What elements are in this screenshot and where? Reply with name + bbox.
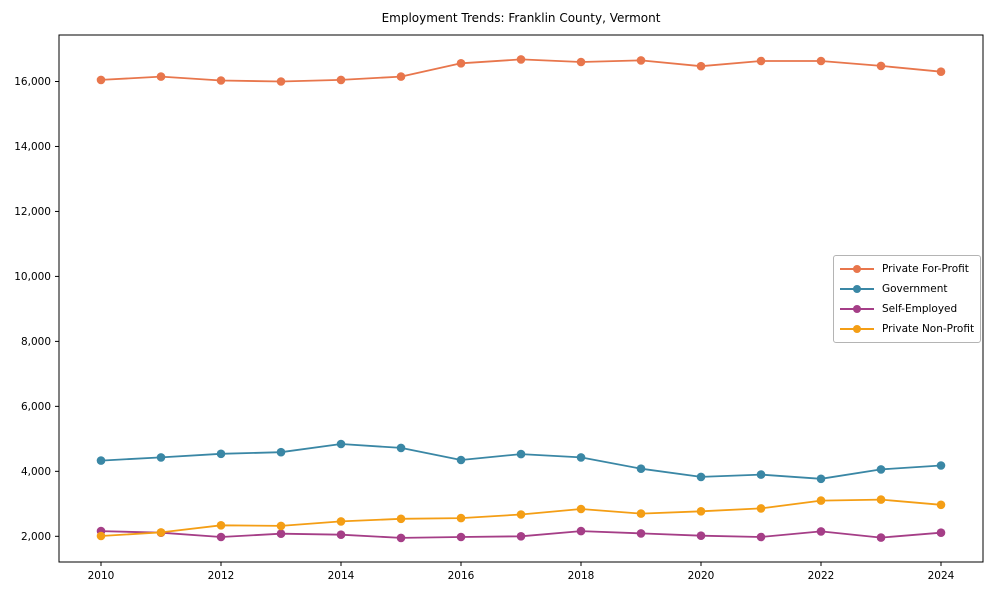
data-point-self-employed [336, 530, 346, 539]
x-tick-label: 2022 [808, 570, 835, 582]
data-point-self-employed [456, 532, 466, 542]
y-tick-label: 10,000 [14, 271, 51, 283]
data-point-government [936, 461, 946, 470]
data-point-private-non-profit [396, 514, 406, 524]
x-tick-label: 2010 [88, 570, 115, 582]
x-tick-label: 2012 [208, 570, 235, 582]
x-tick-label: 2020 [688, 570, 715, 582]
data-point-government [276, 447, 286, 457]
data-point-private-for-profit [876, 61, 886, 71]
data-point-self-employed [276, 529, 286, 538]
data-point-government [876, 465, 886, 474]
y-tick-label: 2,000 [21, 531, 51, 543]
plot-border [58, 34, 984, 563]
legend-label: Self-Employed [882, 303, 958, 315]
data-point-private-non-profit [936, 500, 946, 510]
data-point-government [576, 453, 586, 462]
x-tick-label: 2024 [928, 570, 955, 582]
data-point-private-non-profit [216, 521, 226, 530]
data-point-private-for-profit [336, 75, 346, 85]
data-point-private-non-profit [96, 531, 106, 541]
legend-label: Private For-Profit [882, 263, 969, 275]
data-point-private-non-profit [576, 504, 586, 514]
data-point-government [96, 456, 106, 465]
data-point-private-for-profit [396, 72, 406, 81]
data-point-private-for-profit [636, 56, 646, 65]
legend-marker-icon [840, 284, 874, 294]
data-point-private-non-profit [696, 507, 706, 516]
data-point-self-employed [216, 532, 226, 542]
data-point-government [696, 472, 706, 482]
series-line-government [100, 443, 942, 480]
data-point-private-for-profit [816, 56, 826, 66]
data-point-self-employed [516, 532, 526, 541]
legend-marker-icon [840, 324, 874, 334]
data-point-private-for-profit [576, 57, 586, 67]
data-point-private-non-profit [336, 517, 346, 526]
data-point-government [816, 474, 826, 484]
y-tick-label: 8,000 [21, 336, 51, 348]
data-point-self-employed [396, 533, 406, 543]
data-point-private-non-profit [756, 504, 766, 513]
legend-item-government: Government [840, 279, 974, 299]
data-point-government [156, 453, 166, 462]
data-point-private-for-profit [456, 59, 466, 68]
data-point-government [396, 443, 406, 453]
legend-marker-icon [840, 304, 874, 314]
x-tick-label: 2014 [328, 570, 355, 582]
data-point-private-non-profit [276, 521, 286, 531]
x-tick-label: 2016 [448, 570, 475, 582]
data-point-self-employed [696, 531, 706, 540]
data-point-self-employed [936, 528, 946, 537]
data-point-government [456, 455, 466, 465]
data-point-government [636, 464, 646, 474]
legend-item-self-employed: Self-Employed [840, 299, 974, 319]
data-point-private-for-profit [936, 67, 946, 76]
data-point-self-employed [636, 529, 646, 538]
data-point-self-employed [756, 532, 766, 542]
chart-title: Employment Trends: Franklin County, Verm… [381, 11, 661, 25]
data-point-self-employed [876, 533, 886, 542]
y-tick-label: 6,000 [21, 401, 51, 413]
data-point-government [516, 449, 526, 459]
data-point-private-for-profit [696, 61, 706, 71]
legend-label: Government [882, 283, 948, 295]
data-point-private-for-profit [216, 76, 226, 85]
legend-item-private-non-profit: Private Non-Profit [840, 319, 974, 339]
data-point-private-non-profit [876, 495, 886, 504]
y-tick-label: 4,000 [21, 466, 51, 478]
data-point-private-non-profit [816, 496, 826, 505]
data-point-private-for-profit [156, 72, 166, 81]
legend-item-private-for-profit: Private For-Profit [840, 259, 974, 279]
y-tick-label: 12,000 [14, 206, 51, 218]
data-point-self-employed [816, 527, 826, 536]
data-point-private-for-profit [516, 55, 526, 64]
data-point-government [336, 439, 346, 449]
legend-label: Private Non-Profit [882, 323, 975, 335]
data-point-self-employed [576, 526, 586, 536]
y-tick-label: 16,000 [14, 76, 51, 88]
data-point-government [216, 449, 226, 459]
data-point-private-non-profit [156, 528, 166, 537]
data-point-private-for-profit [96, 75, 106, 85]
data-point-government [756, 470, 766, 479]
data-point-private-non-profit [636, 509, 646, 518]
data-point-private-non-profit [516, 510, 526, 519]
y-tick-label: 14,000 [14, 141, 51, 153]
data-point-private-for-profit [756, 56, 766, 66]
data-point-private-for-profit [276, 77, 286, 86]
x-tick-label: 2018 [568, 570, 595, 582]
legend: Private For-Profit Government Self-Emplo… [833, 255, 981, 343]
data-point-private-non-profit [456, 513, 466, 523]
legend-marker-icon [840, 264, 874, 274]
